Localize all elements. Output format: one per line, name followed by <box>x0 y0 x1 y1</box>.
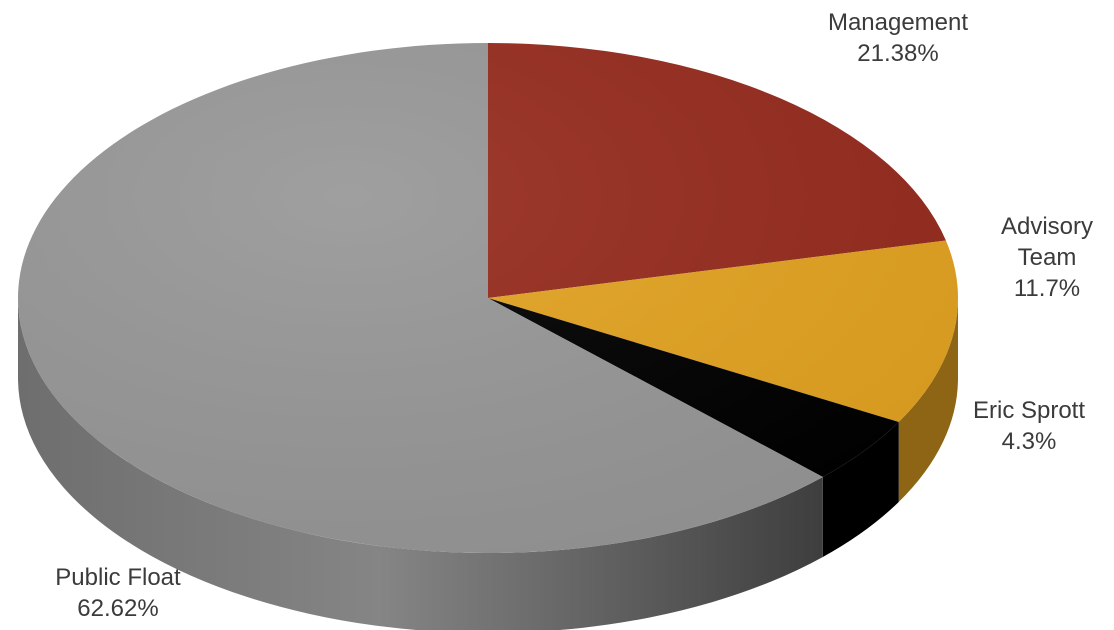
slice-name-management: Management <box>828 9 968 36</box>
pie-sides <box>18 298 958 630</box>
slice-side-public-float <box>18 298 823 630</box>
slice-value-public-float: 62.62% <box>77 595 158 622</box>
slice-name-advisory-team: Advisory <box>1001 213 1093 240</box>
slice-name-eric-sprott: Eric Sprott <box>973 397 1085 424</box>
pie-tops <box>17 43 958 553</box>
slice-label-advisory-team: Advisory Team 11.7% <box>1001 213 1093 302</box>
slice-value-eric-sprott: 4.3% <box>1002 428 1057 455</box>
slice-label-public-float: Public Float 62.62% <box>55 564 181 622</box>
slice-side-advisory-team <box>898 298 958 502</box>
slice-value-management: 21.38% <box>857 40 938 67</box>
slice-name-public-float: Public Float <box>55 564 181 591</box>
slice-value-advisory-team: 11.7% <box>1014 275 1080 302</box>
slice-label-management: Management 21.38% <box>828 9 968 67</box>
slice-label-eric-sprott: Eric Sprott 4.3% <box>973 397 1085 455</box>
pie-labels: Management 21.38% Advisory Team 11.7% Eric Sp… <box>55 9 1093 622</box>
slice-name-advisory-team: Team <box>1018 244 1077 271</box>
slice-side-eric-sprott <box>822 421 899 557</box>
pie-top-sheen <box>18 43 958 553</box>
